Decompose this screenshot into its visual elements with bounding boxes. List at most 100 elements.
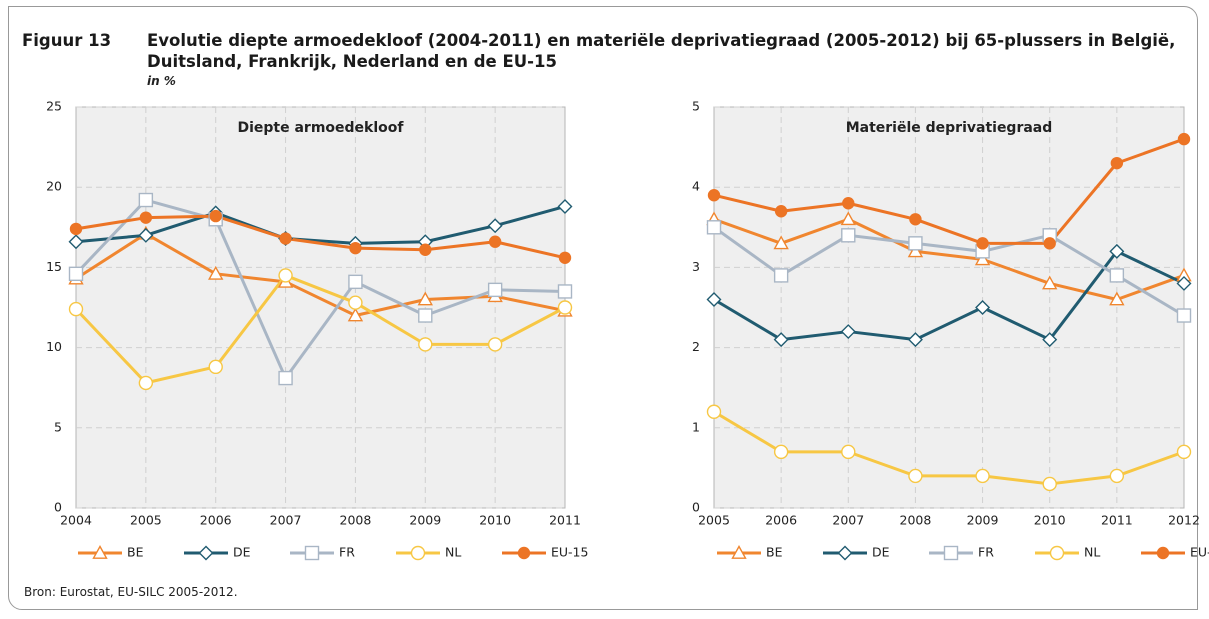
chart-title: Materiële deprivatiegraad bbox=[846, 120, 1053, 136]
series-line bbox=[75, 205, 566, 245]
figure-title: Evolutie diepte armoedekloof (2004-2011)… bbox=[147, 31, 1176, 71]
x-tick-label: 2006 bbox=[200, 513, 232, 528]
marker bbox=[139, 211, 153, 224]
marker bbox=[557, 300, 573, 315]
legend-label: EU-15 bbox=[1190, 545, 1209, 560]
marker bbox=[347, 307, 364, 322]
x-tick-label: 2011 bbox=[549, 513, 581, 528]
x-tick-label: 2010 bbox=[479, 513, 511, 528]
y-tick-label: 3 bbox=[692, 259, 700, 274]
marker bbox=[706, 291, 722, 307]
marker bbox=[974, 251, 991, 266]
marker bbox=[208, 359, 223, 375]
x-tick-label: 2011 bbox=[1101, 513, 1133, 528]
marker bbox=[68, 234, 84, 250]
marker bbox=[487, 337, 503, 352]
marker bbox=[841, 228, 856, 243]
x-tick-label: 2005 bbox=[698, 513, 730, 528]
marker bbox=[837, 545, 853, 561]
x-tick-label: 2008 bbox=[900, 513, 932, 528]
series-line bbox=[74, 198, 566, 380]
legend-label: NL bbox=[1084, 545, 1100, 560]
marker bbox=[68, 266, 84, 282]
marker bbox=[1156, 546, 1170, 560]
marker bbox=[138, 375, 154, 391]
x-tick-label: 2006 bbox=[765, 513, 797, 528]
marker bbox=[557, 198, 573, 214]
legend-label: EU-15 bbox=[551, 545, 588, 560]
marker bbox=[1110, 156, 1124, 170]
marker bbox=[773, 235, 789, 250]
marker bbox=[138, 227, 154, 243]
series-line bbox=[75, 214, 566, 260]
marker bbox=[1176, 308, 1192, 323]
marker bbox=[840, 211, 856, 226]
marker bbox=[419, 243, 432, 256]
marker bbox=[410, 545, 426, 561]
source: Bron: Eurostat, EU-SILC 2005-2012. bbox=[24, 585, 238, 599]
marker bbox=[418, 337, 433, 352]
marker bbox=[279, 232, 292, 245]
x-tick-label: 2009 bbox=[409, 513, 441, 528]
marker bbox=[278, 370, 293, 386]
marker bbox=[706, 404, 722, 419]
marker bbox=[304, 545, 320, 561]
marker bbox=[1109, 268, 1125, 283]
x-tick-label: 2010 bbox=[1034, 513, 1066, 528]
marker bbox=[707, 189, 721, 202]
marker bbox=[1043, 237, 1056, 250]
marker bbox=[908, 468, 923, 484]
marker bbox=[348, 295, 363, 310]
y-tick-label: 25 bbox=[46, 99, 62, 114]
marker bbox=[208, 265, 224, 280]
y-tick-label: 2 bbox=[692, 339, 700, 354]
marker bbox=[1177, 132, 1191, 146]
x-tick-label: 2012 bbox=[1168, 513, 1200, 528]
marker bbox=[92, 545, 108, 559]
marker bbox=[487, 218, 503, 234]
marker bbox=[1109, 468, 1125, 484]
marker bbox=[198, 545, 214, 561]
y-tick-label: 10 bbox=[46, 339, 62, 354]
marker bbox=[1042, 476, 1057, 492]
marker bbox=[487, 282, 503, 298]
figure-label: Figuur 13 bbox=[22, 31, 112, 50]
marker bbox=[907, 243, 924, 258]
marker bbox=[706, 220, 722, 235]
chart-title: Diepte armoedekloof bbox=[237, 120, 404, 136]
x-tick-label: 2008 bbox=[340, 513, 372, 528]
y-tick-label: 5 bbox=[692, 99, 700, 114]
marker bbox=[1176, 275, 1192, 291]
legend-label: BE bbox=[127, 545, 144, 560]
marker bbox=[138, 192, 154, 208]
legend-label: NL bbox=[445, 545, 461, 560]
y-tick-label: 0 bbox=[54, 500, 62, 515]
marker bbox=[773, 444, 789, 460]
marker bbox=[774, 205, 788, 218]
marker bbox=[1176, 444, 1192, 460]
y-tick-label: 0 bbox=[692, 500, 700, 515]
marker bbox=[69, 222, 83, 236]
marker bbox=[976, 237, 989, 250]
marker bbox=[943, 545, 959, 561]
x-tick-label: 2007 bbox=[832, 513, 864, 528]
series-line bbox=[713, 217, 1185, 301]
marker bbox=[68, 301, 84, 317]
unit: in % bbox=[147, 74, 176, 88]
marker bbox=[975, 468, 990, 484]
series-line bbox=[75, 232, 566, 318]
marker bbox=[909, 213, 922, 226]
marker bbox=[488, 235, 502, 248]
marker bbox=[842, 197, 855, 210]
marker bbox=[1109, 291, 1125, 306]
marker bbox=[209, 209, 222, 223]
marker bbox=[1042, 275, 1058, 290]
marker bbox=[1049, 545, 1065, 561]
series-line bbox=[74, 273, 566, 385]
marker bbox=[841, 444, 856, 460]
marker bbox=[731, 545, 747, 559]
marker bbox=[773, 268, 789, 283]
marker bbox=[517, 546, 531, 560]
